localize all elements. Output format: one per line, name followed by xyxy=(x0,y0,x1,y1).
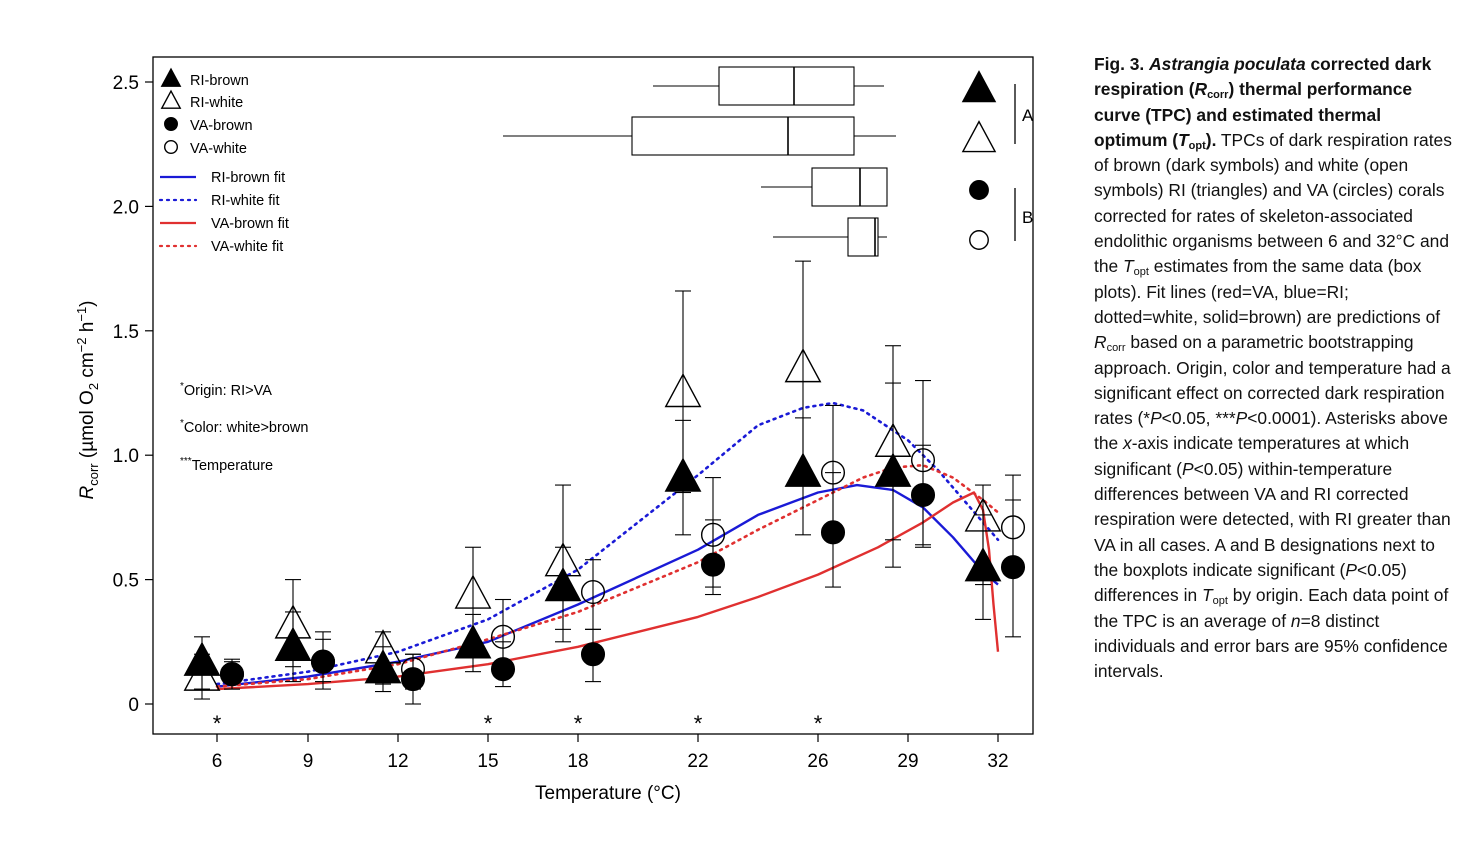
data-point-va-white xyxy=(1000,515,1026,540)
group-letter: A xyxy=(1022,106,1034,125)
legend-label: VA-white xyxy=(190,141,247,157)
data-point-va-white xyxy=(310,649,336,674)
significance-asterisk: * xyxy=(213,711,222,736)
legend-label: VA-brown fit xyxy=(211,216,289,232)
x-tick-label: 6 xyxy=(212,751,223,772)
x-tick-label: 12 xyxy=(387,751,408,772)
y-axis-label-part: −2 xyxy=(74,337,89,352)
legend-label: VA-brown xyxy=(190,118,253,134)
x-tick-label: 9 xyxy=(303,751,314,772)
y-axis-label-part: −1 xyxy=(74,307,89,322)
y-axis-label-part: 2 xyxy=(86,383,101,390)
x-tick-label: 29 xyxy=(897,751,918,772)
legend-label: RI-white fit xyxy=(211,193,280,209)
fit-line-va-brown-fit xyxy=(216,491,1000,691)
legend-marker xyxy=(163,116,178,131)
y-tick-label: 2.0 xyxy=(113,197,139,218)
data-point-ri-white xyxy=(874,422,912,457)
significance-asterisk: * xyxy=(484,711,493,736)
stat-annotation-text: Color: white>brown xyxy=(184,420,309,436)
data-point-ri-white xyxy=(544,542,582,577)
stat-annotation-sup: * xyxy=(180,418,184,429)
y-axis-label-part: R xyxy=(77,486,98,500)
legend-label: RI-white xyxy=(190,95,243,111)
caption-body: TPCs of dark respiration rates of brown … xyxy=(1094,129,1452,682)
y-tick-label: 2.5 xyxy=(113,73,139,94)
significance-asterisk: * xyxy=(694,711,703,736)
y-axis-label-part: (µmol O xyxy=(77,390,98,463)
data-point-va-white xyxy=(910,448,936,473)
legend: RI-brown RI-white VA-brown VA-white RI-brown… xyxy=(158,67,289,255)
stat-annotation-text: Origin: RI>VA xyxy=(184,383,272,399)
stat-annotation-sup: * xyxy=(180,381,184,392)
topt-boxplots: AB xyxy=(503,66,1034,257)
fit-line-va-white-fit xyxy=(215,463,1000,688)
boxplot-box xyxy=(631,116,855,156)
fit-line-ri-white-fit xyxy=(215,401,1000,686)
boxplot-legend-marker xyxy=(969,180,989,200)
data-point-va-white xyxy=(700,522,726,547)
fit-line-ri-brown-fit xyxy=(216,483,999,688)
significance-asterisk: * xyxy=(814,711,823,736)
stat-annotation-text: Temperature xyxy=(192,458,273,474)
data-point-ri-white xyxy=(454,574,492,609)
y-axis-label-part: ) xyxy=(77,300,98,306)
plot-area: 0 0.5 1.0 1.5 2.0 2.5 6 9 12 15 18 22 26 29 32 Temperat… xyxy=(74,56,1034,804)
legend-label: RI-brown fit xyxy=(211,170,285,186)
y-tick-label: 0 xyxy=(128,695,139,716)
y-tick-label: 1.5 xyxy=(113,322,139,343)
x-tick-label: 15 xyxy=(477,751,498,772)
data-point-va-brown xyxy=(580,642,606,667)
y-tick-label: 0.5 xyxy=(113,571,139,592)
y-tick-label: 1.0 xyxy=(113,446,139,467)
data-point-ri-white xyxy=(183,656,221,691)
data-point-ri-white xyxy=(274,604,312,639)
data-point-ri-white xyxy=(364,629,402,664)
caption-title: Fig. 3. Astrangia poculata corrected dar… xyxy=(1094,54,1432,152)
boxplot-legend-marker xyxy=(961,70,997,103)
data-point-va-white xyxy=(490,624,516,649)
y-axis-label-part: corr xyxy=(86,463,101,486)
y-axis-label-part: h xyxy=(77,322,98,338)
stat-annotation: *Color: white>brown xyxy=(180,418,308,436)
significance-asterisk: * xyxy=(574,711,583,736)
plot-frame xyxy=(152,56,1034,735)
x-tick-label: 18 xyxy=(567,751,588,772)
y-axis-label-part: cm xyxy=(77,352,98,383)
data-point-va-white xyxy=(820,460,846,485)
data-point-va-white xyxy=(400,657,426,682)
x-tick-label: 26 xyxy=(807,751,828,772)
x-tick-label: 22 xyxy=(687,751,708,772)
group-letter: B xyxy=(1022,208,1033,227)
legend-label: RI-brown xyxy=(190,73,249,89)
data-point-ri-white xyxy=(964,497,1002,532)
boxplot-legend-marker xyxy=(961,120,997,153)
figure-caption: Fig. 3. Astrangia poculata corrected dar… xyxy=(1094,52,1454,684)
x-tick-label: 32 xyxy=(987,751,1008,772)
stat-annotation: *Origin: RI>VA xyxy=(180,381,272,399)
y-axis-label: Rcorr (µmol O2 cm−2 h−1) xyxy=(74,300,101,499)
data-point-ri-white xyxy=(664,372,702,408)
data-point-ri-white xyxy=(784,348,822,383)
legend-marker xyxy=(160,89,182,109)
data-point-va-white xyxy=(219,662,245,687)
stat-annotation: ***Temperature xyxy=(180,456,273,474)
legend-marker xyxy=(160,67,182,87)
data-point-va-white xyxy=(580,579,606,605)
x-axis-label: Temperature (°C) xyxy=(535,783,681,804)
boxplot-legend-marker xyxy=(969,230,989,250)
legend-marker xyxy=(163,139,178,154)
boxplot-box xyxy=(847,217,879,257)
boxplot-box xyxy=(718,66,855,106)
boxplot-box xyxy=(811,167,888,207)
legend-label: VA-white fit xyxy=(211,239,283,255)
stat-annotation-sup: *** xyxy=(180,456,192,467)
